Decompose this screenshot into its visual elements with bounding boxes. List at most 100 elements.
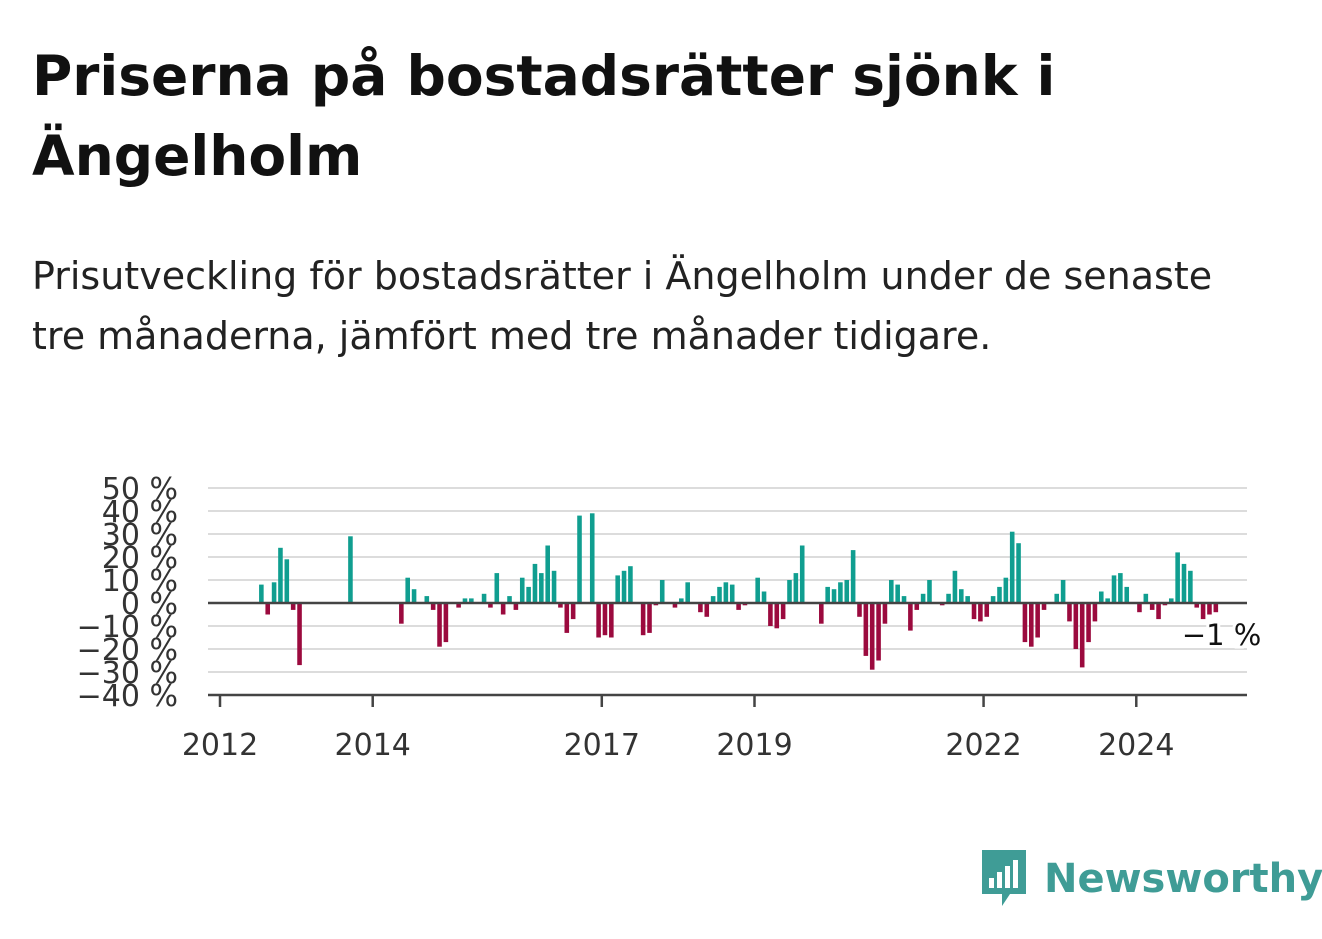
bar	[857, 603, 862, 617]
x-tick-label: 2014	[335, 728, 411, 763]
x-tick-label: 2019	[716, 728, 792, 763]
bar	[602, 603, 608, 636]
bar	[1207, 603, 1212, 615]
bar	[265, 603, 271, 615]
bar	[710, 596, 716, 603]
bar	[965, 596, 970, 603]
brand-logo: Newsworthy	[980, 848, 1322, 910]
bar	[978, 603, 983, 622]
bar	[558, 603, 563, 608]
bar	[1073, 603, 1079, 649]
bar	[1035, 603, 1040, 638]
bar	[787, 580, 792, 603]
y-tick-label: 20 %	[102, 541, 178, 576]
bar	[768, 603, 773, 626]
bar	[959, 589, 964, 603]
x-tick-label: 2017	[564, 728, 640, 763]
bar	[882, 603, 888, 624]
page-subtitle: Prisutveckling för bostadsrätter i Ängel…	[32, 254, 1213, 358]
bar	[901, 596, 907, 603]
y-tick-label: −10 %	[77, 610, 178, 645]
y-tick-label: −20 %	[77, 633, 178, 668]
bar	[895, 584, 900, 603]
bar	[946, 593, 951, 603]
bar	[1137, 603, 1142, 613]
bar	[659, 580, 665, 603]
bar	[437, 603, 442, 647]
bar	[596, 603, 601, 638]
bar	[1060, 580, 1066, 603]
bar	[717, 586, 722, 603]
bar	[850, 550, 856, 603]
bar	[513, 603, 519, 610]
bar	[729, 584, 735, 603]
bar	[424, 596, 430, 603]
bar	[1092, 603, 1098, 622]
bar	[869, 603, 875, 670]
bar	[1079, 603, 1085, 668]
bar	[462, 598, 468, 603]
bar	[500, 603, 506, 615]
bar	[443, 603, 449, 643]
bar	[844, 580, 850, 603]
bar	[647, 603, 652, 633]
bar	[971, 603, 977, 620]
bar	[551, 570, 557, 603]
bar	[1111, 575, 1117, 603]
last-value-label: −1 %	[1182, 618, 1262, 652]
y-tick-label: 50 %	[102, 472, 178, 507]
bar	[411, 589, 417, 603]
bar	[621, 570, 627, 603]
bar	[736, 603, 741, 610]
bar	[278, 547, 283, 603]
bar	[831, 589, 837, 603]
y-tick-label: 30 %	[102, 518, 178, 553]
bar	[679, 598, 684, 603]
bar	[615, 575, 620, 603]
last-value-annotation: −1 %	[1179, 615, 1265, 655]
bar	[920, 593, 926, 603]
bar	[698, 603, 703, 613]
page-title: Priserna på bostadsrätter sjönk i Ängelh…	[32, 44, 1056, 188]
bar	[990, 596, 996, 603]
y-tick-label: 10 %	[102, 564, 178, 599]
bar	[952, 570, 958, 603]
bar	[259, 584, 264, 603]
bar	[889, 580, 894, 603]
bar	[799, 545, 805, 603]
bar	[570, 603, 576, 620]
bar	[488, 603, 493, 608]
bar	[348, 536, 353, 603]
bar	[405, 577, 410, 603]
x-tick-label: 2024	[1098, 728, 1174, 763]
bar	[984, 603, 990, 617]
bar	[1029, 603, 1034, 647]
y-axis-tick-labels: 50 %40 %30 %20 %10 %0 %−10 %−20 %−30 %−4…	[77, 472, 178, 714]
bar	[1041, 603, 1047, 610]
bar	[609, 603, 614, 638]
bar	[1181, 563, 1187, 603]
bar	[1054, 593, 1060, 603]
bar	[539, 573, 544, 603]
bar	[672, 603, 678, 608]
y-tick-label: −30 %	[77, 656, 178, 691]
bar	[271, 582, 277, 603]
bar	[838, 582, 843, 603]
bar	[876, 603, 881, 661]
bar	[997, 586, 1002, 603]
bar	[532, 563, 538, 603]
bar	[927, 580, 932, 603]
bar	[1118, 573, 1123, 603]
bars	[259, 513, 1219, 670]
newsworthy-bar-chart-logo-icon	[982, 850, 1026, 906]
bar	[494, 573, 500, 603]
bar	[1009, 531, 1015, 603]
bar	[564, 603, 570, 633]
bar	[819, 603, 824, 624]
bar	[704, 603, 710, 617]
bar	[430, 603, 436, 610]
bar	[399, 603, 404, 624]
bar	[469, 598, 474, 603]
brand-name: Newsworthy	[1044, 856, 1322, 902]
bar	[1213, 603, 1219, 613]
